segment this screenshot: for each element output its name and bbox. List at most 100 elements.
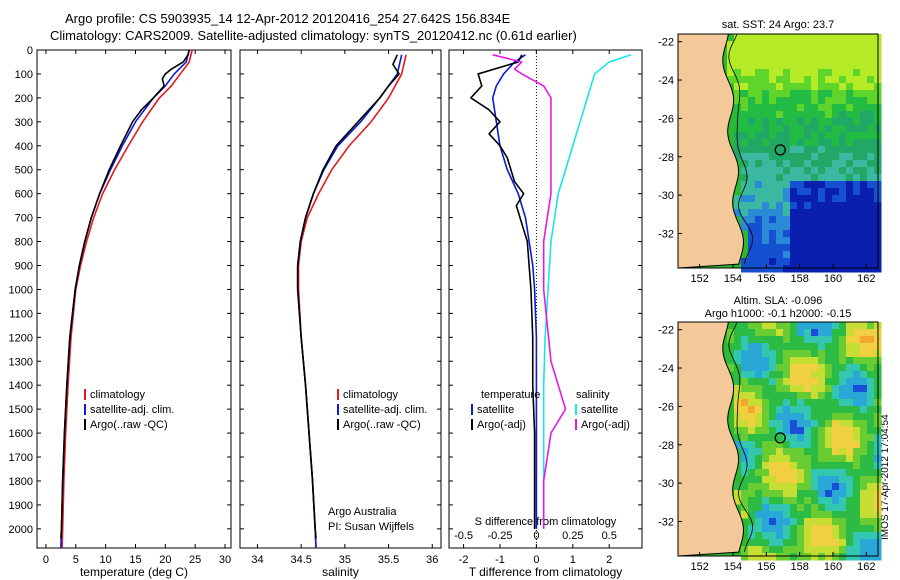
map-cell bbox=[825, 490, 833, 498]
map-cell bbox=[811, 34, 819, 42]
map-cell bbox=[825, 237, 833, 245]
y-tick-label: -24 bbox=[658, 363, 674, 375]
map-cell bbox=[755, 448, 763, 456]
map-cell bbox=[797, 399, 805, 407]
map-cell bbox=[825, 329, 833, 337]
map-cell bbox=[797, 406, 805, 414]
map-cell bbox=[853, 518, 861, 526]
map-cell bbox=[748, 118, 756, 126]
map-cell bbox=[853, 329, 861, 337]
map-cell bbox=[853, 195, 861, 203]
map-cell bbox=[783, 83, 791, 91]
map-cell bbox=[748, 111, 756, 119]
map-cell bbox=[748, 406, 756, 414]
map-cell bbox=[755, 111, 763, 119]
map-cell bbox=[762, 111, 770, 119]
map-cell bbox=[853, 525, 861, 533]
map-cell bbox=[867, 48, 875, 56]
map-cell bbox=[762, 160, 770, 168]
map-cell bbox=[818, 230, 826, 238]
map-cell bbox=[769, 399, 777, 407]
map-cell bbox=[734, 55, 742, 63]
map-cell bbox=[797, 427, 805, 435]
map-cell bbox=[846, 146, 854, 154]
map-cell bbox=[755, 174, 763, 182]
map-cell bbox=[853, 181, 861, 189]
map-cell bbox=[790, 188, 798, 196]
map-cell bbox=[755, 62, 763, 70]
map-cell bbox=[797, 525, 805, 533]
map-cell bbox=[790, 76, 798, 84]
map-cell bbox=[776, 265, 784, 273]
map-cell bbox=[776, 223, 784, 231]
map-cell bbox=[790, 111, 798, 119]
map-cell bbox=[818, 237, 826, 245]
map-cell bbox=[755, 237, 763, 245]
map-cell bbox=[846, 55, 854, 63]
map-cell bbox=[776, 476, 784, 484]
map-cell bbox=[776, 174, 784, 182]
map-cell bbox=[769, 181, 777, 189]
map-cell bbox=[832, 406, 840, 414]
map-cell bbox=[762, 511, 770, 519]
map-cell bbox=[825, 111, 833, 119]
map-cell bbox=[853, 539, 861, 547]
map-cell bbox=[811, 216, 819, 224]
map-cell bbox=[846, 434, 854, 442]
map-cell bbox=[797, 371, 805, 379]
map-cell bbox=[783, 546, 791, 554]
map-cell bbox=[832, 230, 840, 238]
map-cell bbox=[846, 322, 854, 330]
map-cell bbox=[741, 371, 749, 379]
map-cell bbox=[867, 490, 875, 498]
map-cell bbox=[839, 251, 847, 259]
map-cell bbox=[804, 251, 812, 259]
map-cell bbox=[825, 41, 833, 49]
map-cell bbox=[797, 392, 805, 400]
map-cell bbox=[804, 483, 812, 491]
map-cell bbox=[769, 237, 777, 245]
map-cell bbox=[811, 546, 819, 554]
map-cell bbox=[853, 385, 861, 393]
map-cell bbox=[783, 413, 791, 421]
map-cell bbox=[769, 546, 777, 554]
y-tick-label: 0 bbox=[27, 45, 33, 57]
map-cell bbox=[818, 76, 826, 84]
map-cell bbox=[797, 497, 805, 505]
map-cell bbox=[846, 539, 854, 547]
map-cell bbox=[818, 413, 826, 421]
map-cell bbox=[811, 329, 819, 337]
map-cell bbox=[811, 350, 819, 358]
map-cell bbox=[839, 511, 847, 519]
map-cell bbox=[755, 518, 763, 526]
map-cell bbox=[762, 539, 770, 547]
map-cell bbox=[818, 378, 826, 386]
map-cell bbox=[860, 490, 868, 498]
map-cell bbox=[825, 441, 833, 449]
map-cell bbox=[769, 525, 777, 533]
map-cell bbox=[867, 181, 875, 189]
map-cell bbox=[783, 209, 791, 217]
map-cell bbox=[783, 322, 791, 330]
y-tick-label: -28 bbox=[658, 152, 674, 164]
map-cell bbox=[825, 181, 833, 189]
map-cell bbox=[832, 202, 840, 210]
map-cell bbox=[783, 34, 791, 42]
map-cell bbox=[790, 104, 798, 112]
map-cell bbox=[755, 476, 763, 484]
y-tick-label: -26 bbox=[658, 401, 674, 413]
map-cell bbox=[776, 90, 784, 98]
map-cell bbox=[832, 441, 840, 449]
y-tick-label: 700 bbox=[15, 213, 33, 225]
map-cell bbox=[783, 518, 791, 526]
map-cell bbox=[860, 167, 868, 175]
map-cell bbox=[797, 244, 805, 252]
map-cell bbox=[797, 336, 805, 344]
map-cell bbox=[832, 518, 840, 526]
map-cell bbox=[741, 111, 749, 119]
map-cell bbox=[818, 364, 826, 372]
map-cell bbox=[846, 504, 854, 512]
map-cell bbox=[867, 546, 875, 554]
map-cell bbox=[755, 490, 763, 498]
map-cell bbox=[846, 90, 854, 98]
